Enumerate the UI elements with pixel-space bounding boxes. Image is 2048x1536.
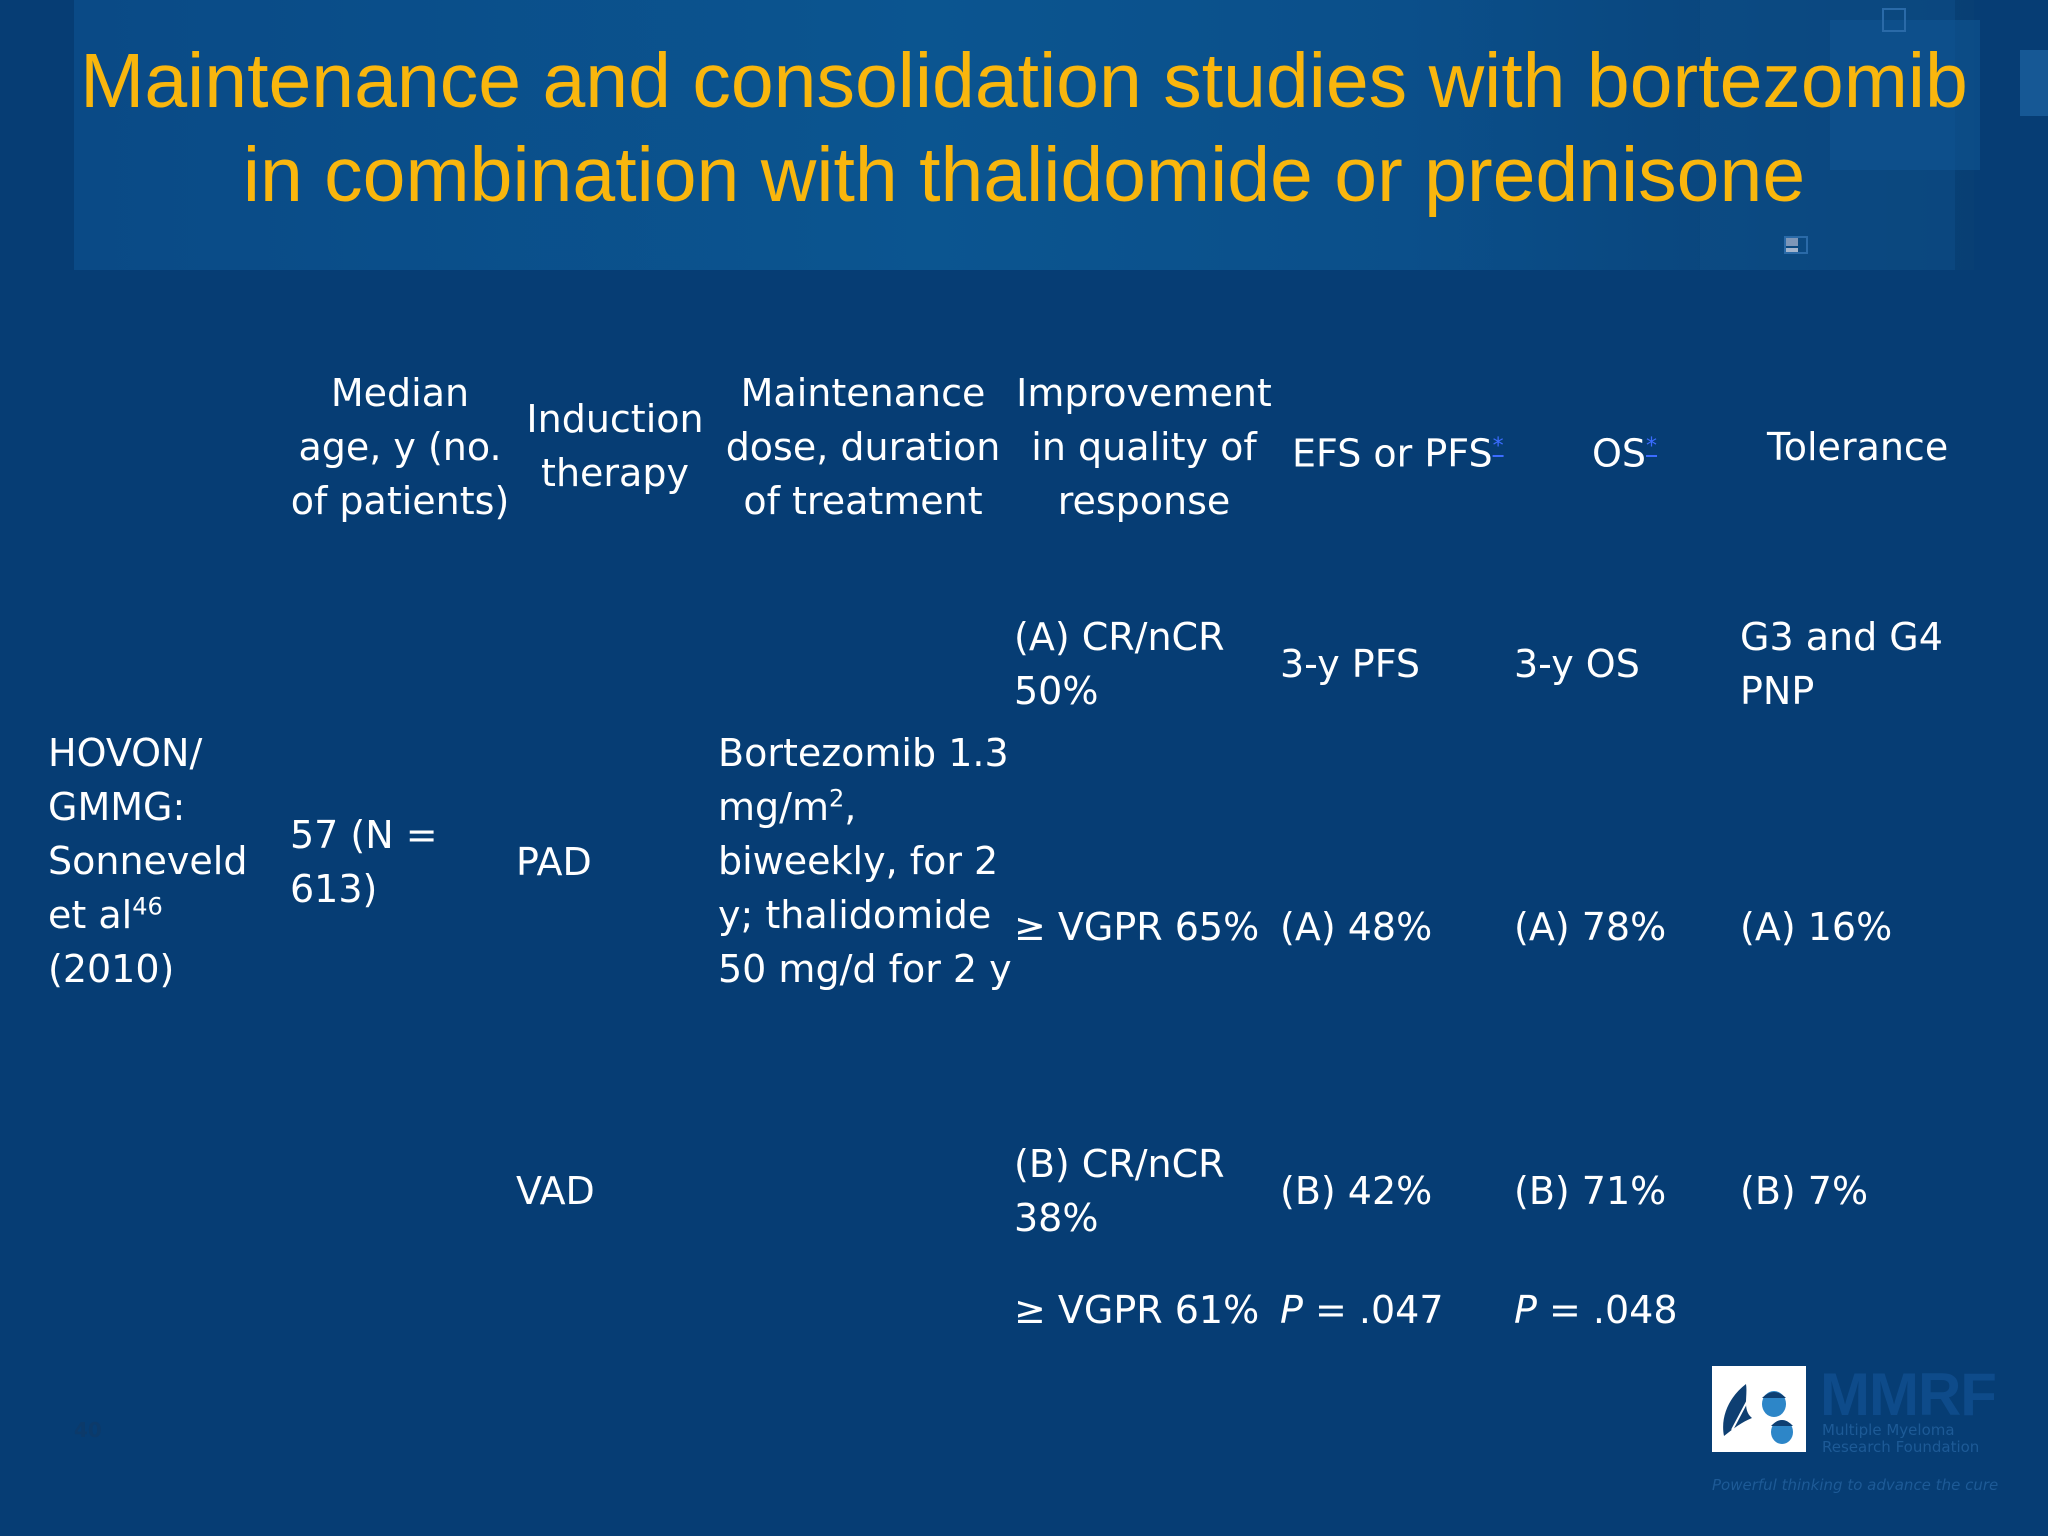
- arm-b-os: (B) 71%: [1514, 1169, 1667, 1213]
- footnote-link[interactable]: *: [1646, 434, 1658, 459]
- arm-b-pfs: (B) 42%: [1280, 1169, 1433, 1213]
- arm-a-response: (A) CR/nCR 50%: [1014, 615, 1225, 713]
- os-p-value: P = .048: [1514, 1288, 1678, 1332]
- induction-vad: VAD: [516, 1169, 595, 1213]
- header-maintenance: Maintenance dose, duration of treatment: [725, 371, 1001, 523]
- title-band: [74, 0, 1974, 270]
- arm-a-pfs: (A) 48%: [1280, 905, 1433, 949]
- decorative-square: [1830, 20, 1980, 170]
- os-label: 3-y OS: [1514, 642, 1640, 686]
- arm-a-vgpr: ≥ VGPR 65%: [1014, 905, 1260, 949]
- decorative-square: [1784, 236, 1808, 254]
- decorative-square: [1784, 238, 1798, 254]
- decorative-square: [1882, 8, 1906, 32]
- study-name: HOVON/ GMMG: Sonneveld et al46 (2010): [48, 731, 248, 991]
- oak-leaf-acorn-icon: [1712, 1366, 1806, 1452]
- reference-number: 46: [132, 892, 163, 921]
- header-os: OS*: [1592, 431, 1658, 476]
- title-line-2: in combination with thalidomide or predn…: [242, 132, 1806, 218]
- logo-name: MMRF: [1820, 1361, 1997, 1428]
- median-age-value: 57 (N = 613): [290, 813, 438, 911]
- maintenance-regimen: Bortezomib 1.3 mg/m2, biweekly, for 2 y;…: [718, 731, 1012, 991]
- logo-tagline: Powerful thinking to advance the cure: [1712, 1476, 1999, 1494]
- arm-a-os: (A) 78%: [1514, 905, 1667, 949]
- arm-b-tolerance: (B) 7%: [1740, 1169, 1869, 1213]
- arm-b-vgpr: ≥ VGPR 61%: [1014, 1288, 1260, 1332]
- header-improvement: Improvement in quality of response: [1016, 371, 1272, 523]
- pfs-label: 3-y PFS: [1280, 642, 1421, 686]
- decorative-square: [2020, 50, 2048, 116]
- header-median-age: Median age, y (no. of patients): [290, 371, 510, 523]
- logo-subtitle: Multiple Myeloma Research Foundation: [1822, 1421, 1980, 1456]
- induction-pad: PAD: [516, 840, 592, 884]
- arm-a-tolerance: (A) 16%: [1740, 905, 1893, 949]
- mmrf-logo: MMRF Multiple Myeloma Research Foundatio…: [1712, 1361, 2012, 1496]
- footnote-link[interactable]: *: [1492, 434, 1504, 459]
- header-tolerance: Tolerance: [1767, 425, 1949, 469]
- pfs-p-value: P = .047: [1280, 1288, 1444, 1332]
- header-induction-therapy: Induction therapy: [526, 397, 704, 495]
- page-number: 40: [74, 1418, 102, 1442]
- tolerance-label: G3 and G4 PNP: [1740, 615, 1943, 713]
- title-line-1: Maintenance and consolidation studies wi…: [80, 38, 1968, 124]
- arm-b-response: (B) CR/nCR 38%: [1014, 1142, 1225, 1240]
- header-efs-pfs: EFS or PFS*: [1292, 431, 1504, 476]
- slide-title: Maintenance and consolidation studies wi…: [0, 34, 2048, 222]
